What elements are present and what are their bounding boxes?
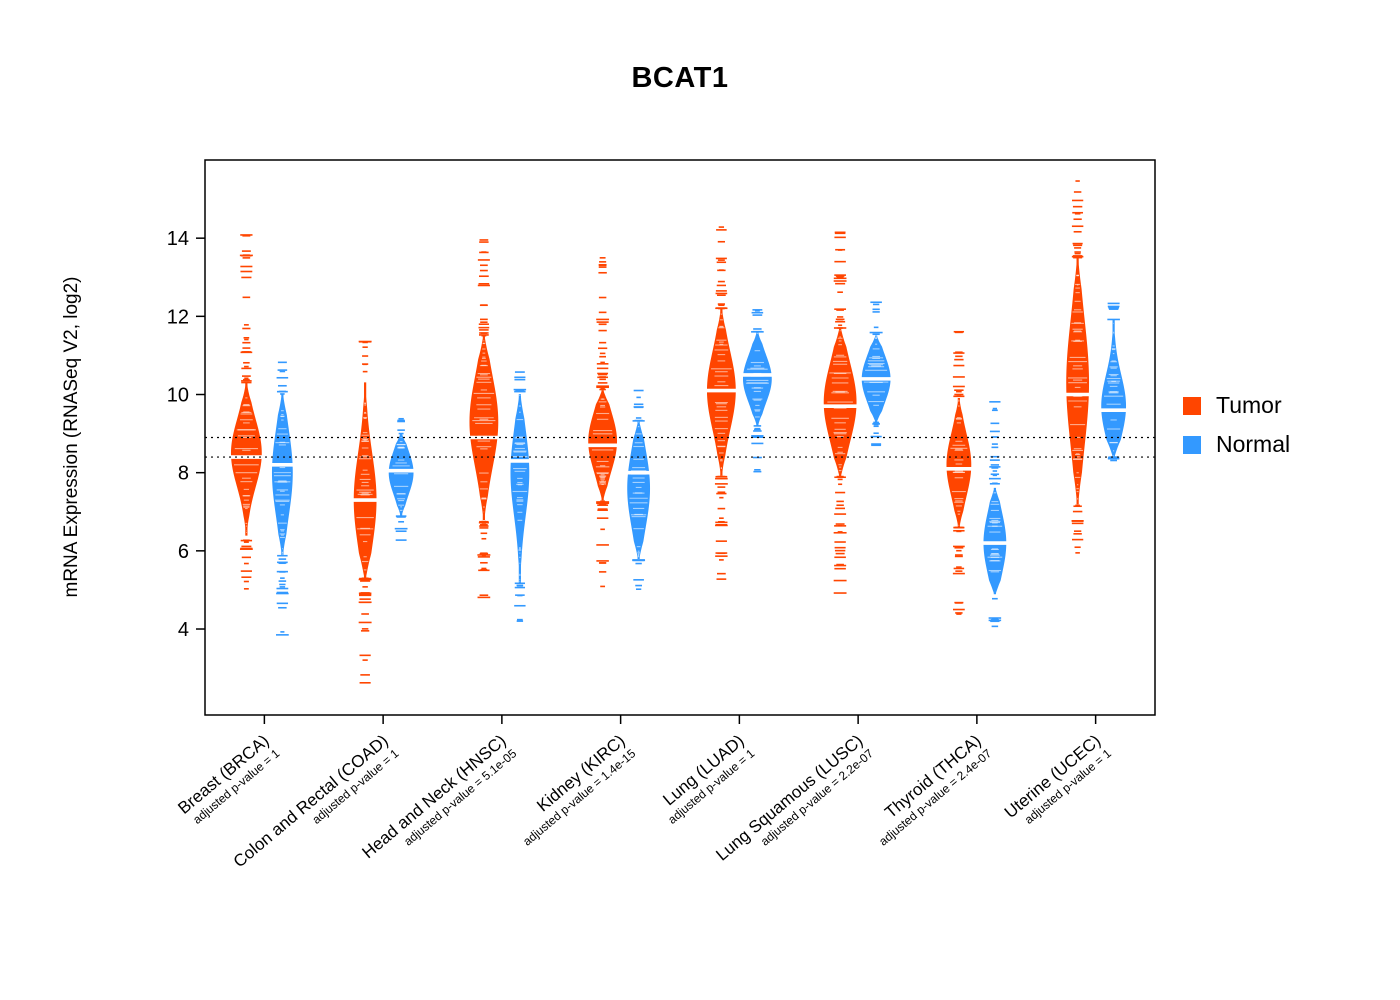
y-tick-label: 14	[167, 228, 189, 250]
y-tick-label: 12	[167, 306, 189, 328]
violin-tumor-2	[469, 335, 499, 520]
legend-item-tumor: Tumor	[1183, 392, 1290, 419]
legend-swatch-tumor	[1183, 396, 1201, 415]
plot-border	[204, 159, 1156, 716]
violin-normal-2	[510, 394, 530, 583]
violin-tumor-4	[706, 308, 736, 477]
violin-normal-3	[627, 421, 651, 560]
y-tick-label: 4	[178, 619, 189, 641]
violin-tumor-7	[1066, 257, 1090, 505]
y-tick-label: 8	[178, 463, 189, 485]
y-tick-label: 10	[167, 385, 189, 407]
y-tick-label: 6	[178, 541, 189, 563]
legend-item-normal: Normal	[1183, 431, 1290, 458]
legend: Tumor Normal	[1183, 392, 1290, 458]
violin-normal-4	[742, 331, 772, 427]
legend-label-normal: Normal	[1216, 431, 1291, 457]
violin-tumor-6	[946, 398, 972, 528]
legend-swatch-normal	[1183, 435, 1201, 454]
legend-label-tumor: Tumor	[1216, 392, 1282, 418]
violin-normal-6	[983, 487, 1007, 595]
chart-title: BCAT1	[631, 62, 729, 94]
violin-normal-1	[388, 433, 414, 517]
violin-normal-7	[1101, 319, 1127, 458]
